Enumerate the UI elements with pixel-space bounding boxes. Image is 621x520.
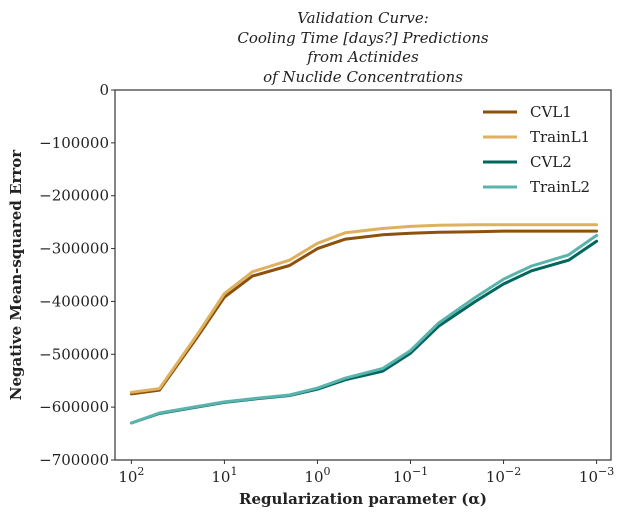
y-tick-label: −600000 [39,398,109,416]
y-axis-label: Negative Mean-squared Error [7,149,25,401]
plot-frame [114,89,612,461]
y-tick-label: 0 [99,81,109,99]
chart-title-line-2: Cooling Time [days?] Predictions [237,29,489,47]
y-tick-label: −500000 [39,345,109,363]
y-tick-label: −200000 [39,187,109,205]
y-tick-label: −300000 [39,240,109,258]
legend-label-cvl1: CVL1 [530,103,572,121]
series-layer [129,223,599,425]
chart-title: Validation Curve: Cooling Time [days?] P… [237,9,489,86]
y-tick-label: −700000 [39,451,109,469]
x-tick-label: 10−3 [579,465,614,486]
legend-label-trainl1: TrainL1 [530,128,590,146]
x-tick-label: 102 [118,465,144,486]
legend-label-trainl2: TrainL2 [530,178,590,196]
x-tick-label: 10−1 [393,465,428,486]
y-axis-ticks: 0 −100000 −200000 −300000 −400000 −500000 −600… [39,81,115,469]
series-line-trainl2 [129,233,599,425]
chart-title-line-1: Validation Curve: [297,9,429,27]
legend: CVL1 TrainL1 CVL2 TrainL2 [483,103,590,196]
x-axis-label: Regularization parameter (α) [239,490,487,508]
legend-label-cvl2: CVL2 [530,153,572,171]
series-line-cvl1 [129,229,599,396]
x-axis-ticks: 102 101 100 10−1 10−2 10−3 [118,460,614,486]
series-line-trainl1 [129,223,599,394]
plot-area [115,90,611,460]
x-tick-label: 100 [304,465,330,486]
chart-title-line-3: from Actinides [306,48,419,66]
y-tick-label: −100000 [39,134,109,152]
chart-title-line-4: of Nuclide Concentrations [263,68,463,86]
x-tick-label: 10−2 [486,465,521,486]
y-tick-label: −400000 [39,292,109,310]
x-tick-label: 101 [211,465,237,486]
